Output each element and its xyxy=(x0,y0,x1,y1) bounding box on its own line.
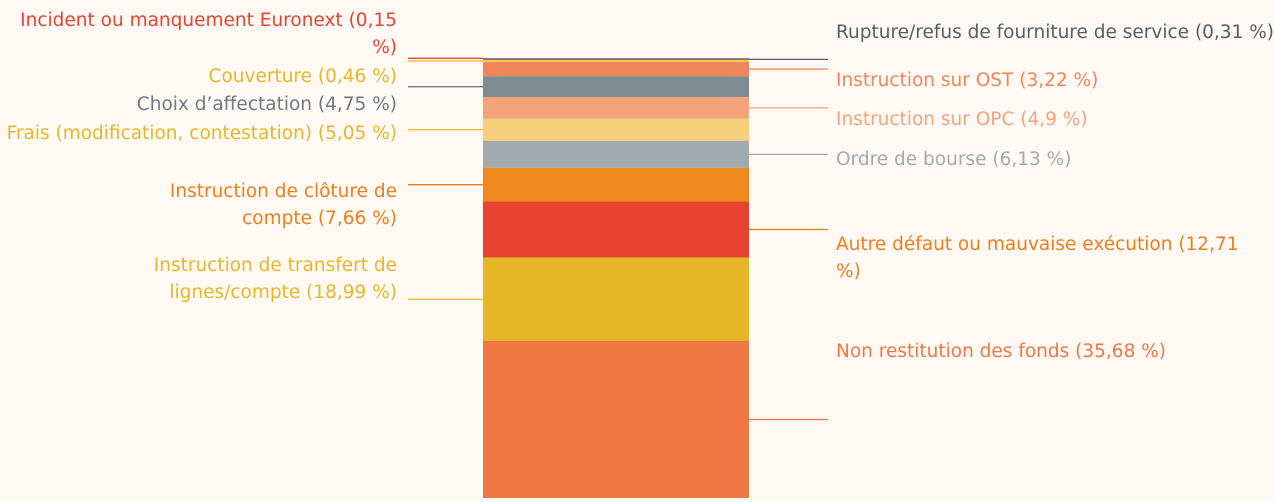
legend-name: Instruction sur OST xyxy=(836,70,1014,91)
legend-name: Instruction sur OPC xyxy=(836,109,1015,130)
legend-name: Incident ou manquement Euronext xyxy=(20,10,343,31)
segment-label: Instruction sur OST (3,22 %) xyxy=(836,67,1256,94)
segment-label: Frais (modification, contestation) (5,05… xyxy=(0,120,397,147)
value-label: (0,31 %) xyxy=(1194,22,1274,43)
bar-segment xyxy=(483,257,749,342)
legend-name: Rupture/refus de fourniture de service xyxy=(836,22,1190,43)
value-label: (0,15 %) xyxy=(348,10,397,58)
legend-name: Couverture xyxy=(208,66,313,87)
legend-name: Non restitution des fonds xyxy=(836,341,1070,362)
value-label: (5,05 %) xyxy=(317,123,397,144)
segment-label: Ordre de bourse (6,13 %) xyxy=(836,146,1256,173)
value-label: (0,46 %) xyxy=(317,66,397,87)
bar-segment xyxy=(483,140,749,168)
legend-name: Instruction de clôture de compte xyxy=(169,181,397,229)
value-label: (7,66 %) xyxy=(317,208,397,229)
value-label: (4,9 %) xyxy=(1020,109,1088,130)
bar-segment xyxy=(483,341,749,498)
legend-name: Choix d’affectation xyxy=(136,94,313,115)
bar-segment xyxy=(483,201,749,258)
segment-label: Incident ou manquement Euronext (0,15 %) xyxy=(0,7,397,61)
bar-segment xyxy=(483,97,749,119)
segment-label: Instruction sur OPC (4,9 %) xyxy=(836,106,1256,133)
segment-label: Instruction de clôture de compte (7,66 %… xyxy=(162,178,397,232)
bar-segment xyxy=(483,167,749,202)
bar-segment xyxy=(483,76,749,98)
value-label: (35,68 %) xyxy=(1075,341,1167,362)
value-label: (4,75 %) xyxy=(317,94,397,115)
bar-segment xyxy=(483,62,749,77)
legend-name: Ordre de bourse xyxy=(836,149,987,170)
value-label: (18,99 %) xyxy=(306,282,397,303)
segment-label: Couverture (0,46 %) xyxy=(0,63,397,90)
segment-label: Choix d’affectation (4,75 %) xyxy=(0,91,397,118)
value-label: (12,71 %) xyxy=(836,234,1239,282)
legend-name: Frais (modification, contestation) xyxy=(6,123,313,144)
value-label: (6,13 %) xyxy=(992,149,1072,170)
value-label: (3,22 %) xyxy=(1019,70,1099,91)
segment-label: Non restitution des fonds (35,68 %) xyxy=(836,338,1266,365)
bar-segment xyxy=(483,60,749,63)
bar-segment xyxy=(483,58,749,61)
segment-label: Rupture/refus de fourniture de service (… xyxy=(836,19,1274,46)
bar-segment xyxy=(483,58,749,59)
segment-label: Instruction de transfert de lignes/compt… xyxy=(122,252,397,306)
legend-name: Autre défaut ou mauvaise exécution xyxy=(836,234,1173,255)
segment-label: Autre défaut ou mauvaise exécution (12,7… xyxy=(836,231,1261,285)
bar-segment xyxy=(483,118,749,141)
legend-name: Instruction de transfert de lignes/compt… xyxy=(153,255,397,303)
